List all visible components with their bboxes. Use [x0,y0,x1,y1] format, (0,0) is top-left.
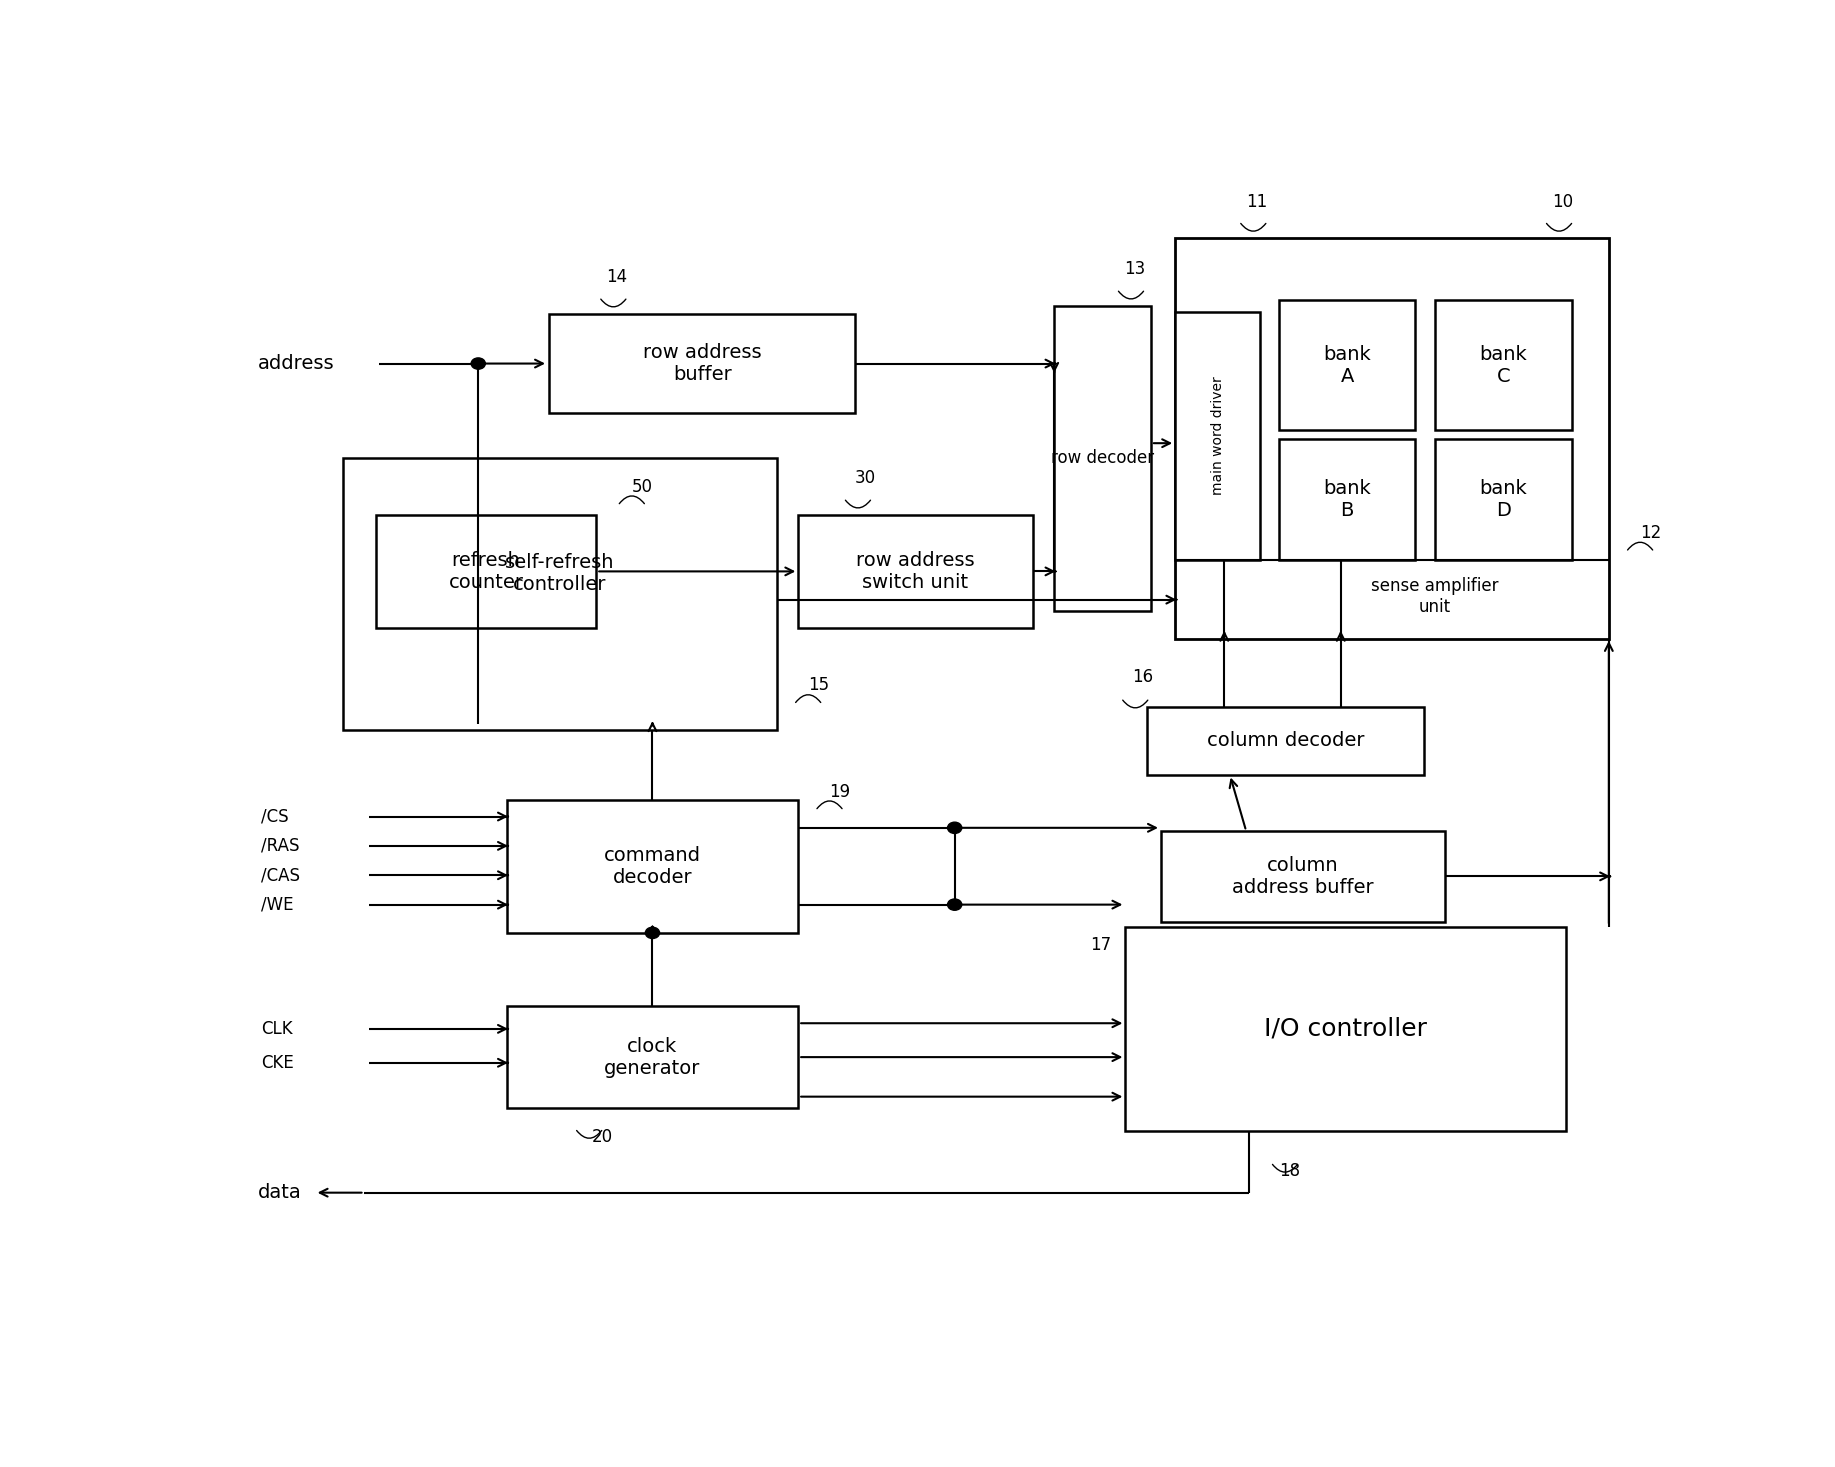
Text: bank
D: bank D [1479,480,1527,521]
Text: column
address buffer: column address buffer [1233,855,1374,896]
Text: /WE: /WE [261,896,294,914]
FancyBboxPatch shape [506,800,798,933]
FancyBboxPatch shape [376,515,596,628]
Text: 12: 12 [1640,524,1661,541]
Text: 15: 15 [807,676,829,694]
FancyBboxPatch shape [798,515,1033,628]
Circle shape [947,822,962,833]
FancyBboxPatch shape [1125,927,1565,1131]
Text: bank
C: bank C [1479,345,1527,386]
Text: CKE: CKE [261,1053,294,1072]
Text: command
decoder: command decoder [604,845,701,886]
Circle shape [472,358,484,370]
Text: 10: 10 [1552,192,1573,211]
FancyBboxPatch shape [1174,238,1609,640]
Text: 13: 13 [1123,260,1145,279]
Text: column decoder: column decoder [1207,732,1363,750]
Text: I/O controller: I/O controller [1264,1017,1428,1042]
FancyBboxPatch shape [1279,301,1415,430]
Text: 18: 18 [1279,1162,1301,1179]
FancyBboxPatch shape [1174,311,1261,560]
Text: main word driver: main word driver [1211,377,1224,496]
FancyBboxPatch shape [343,458,776,729]
Text: 16: 16 [1132,667,1154,687]
Text: /CAS: /CAS [261,866,299,885]
Circle shape [646,927,659,939]
Text: bank
A: bank A [1323,345,1371,386]
FancyBboxPatch shape [506,1006,798,1108]
Text: self-refresh
controller: self-refresh controller [505,553,615,594]
Text: row address
buffer: row address buffer [642,343,762,384]
Text: 20: 20 [593,1128,613,1146]
Text: 14: 14 [606,268,628,286]
Text: refresh
counter: refresh counter [448,552,523,591]
Text: 19: 19 [829,783,851,801]
FancyBboxPatch shape [1279,439,1415,560]
Text: CLK: CLK [261,1020,292,1037]
FancyBboxPatch shape [549,314,855,414]
Text: /CS: /CS [261,807,288,826]
FancyBboxPatch shape [1053,307,1151,610]
Text: data: data [257,1184,301,1201]
Text: bank
B: bank B [1323,480,1371,521]
Text: 30: 30 [855,469,877,487]
Text: sense amplifier
unit: sense amplifier unit [1371,577,1499,616]
Text: 50: 50 [631,478,653,496]
Text: /RAS: /RAS [261,836,299,855]
Text: row decoder: row decoder [1051,449,1154,468]
Text: 17: 17 [1090,936,1110,954]
FancyBboxPatch shape [1147,707,1424,775]
Circle shape [947,899,962,910]
Text: address: address [257,354,334,373]
Text: clock
generator: clock generator [604,1037,701,1078]
Text: row address
switch unit: row address switch unit [857,552,974,591]
FancyBboxPatch shape [1162,832,1446,921]
FancyBboxPatch shape [1435,301,1573,430]
Text: 11: 11 [1246,192,1268,211]
FancyBboxPatch shape [1435,439,1573,560]
